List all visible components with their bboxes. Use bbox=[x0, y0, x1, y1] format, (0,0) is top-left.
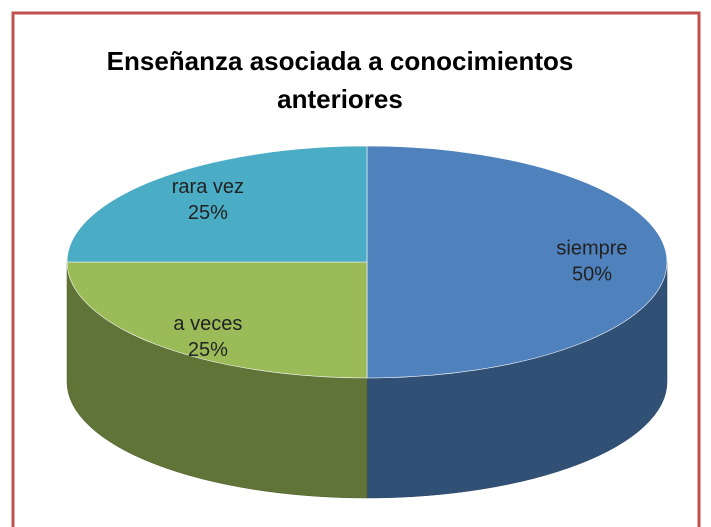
slice bbox=[366, 145, 668, 499]
slice-label-name: a veces bbox=[173, 313, 242, 335]
chart-title: Enseñanza asociada a conocimientos anter… bbox=[106, 46, 574, 114]
slice-label-value: 50% bbox=[572, 263, 612, 285]
slice-label-name: rara vez bbox=[172, 176, 244, 198]
slice bbox=[66, 145, 368, 263]
slice-label-value: 25% bbox=[188, 202, 228, 224]
slice-top bbox=[366, 145, 668, 379]
slice bbox=[66, 261, 368, 499]
slice-label-name: siempre bbox=[556, 237, 627, 259]
slice-top bbox=[66, 261, 368, 379]
slice-top bbox=[66, 145, 368, 263]
slice-label-value: 25% bbox=[188, 339, 228, 361]
